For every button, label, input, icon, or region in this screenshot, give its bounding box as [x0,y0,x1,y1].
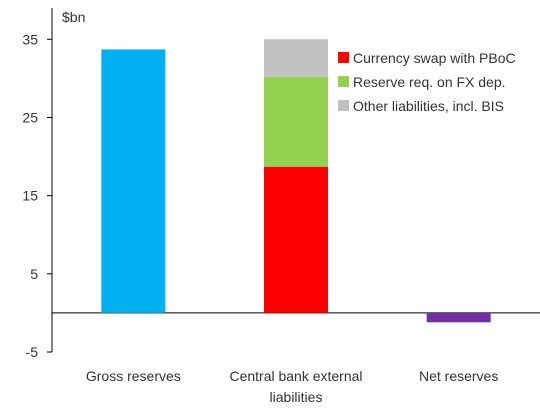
legend-label: Reserve req. on FX dep. [353,74,506,90]
legend-swatch [338,76,349,87]
y-tick-label: -5 [26,344,39,360]
bars [101,39,491,323]
legend-swatch [338,52,349,63]
legend-label: Other liabilities, incl. BIS [353,98,504,114]
y-tick-label: 5 [30,266,38,282]
y-tick-labels: -5 5 15 25 35 [22,31,38,360]
bar-segment [264,166,328,313]
legend-label: Currency swap with PBoC [353,50,516,66]
y-tick-label: 15 [22,188,38,204]
category-label: liabilities [270,389,323,405]
bar-segment [426,312,491,323]
bar-segment [264,76,328,167]
legend: Currency swap with PBoC Reserve req. on F… [338,50,516,114]
category-label: Central bank external [229,368,362,384]
category-label: Gross reserves [86,368,181,384]
y-unit-label: $bn [62,9,85,25]
y-tick-label: 35 [22,31,38,47]
category-label: Net reserves [419,368,498,384]
legend-swatch [338,100,349,111]
y-tick-label: 25 [22,109,38,125]
bar-segment [264,39,328,77]
category-labels: Gross reserves Central bank external liabi… [86,368,498,405]
bar-segment [101,49,166,313]
